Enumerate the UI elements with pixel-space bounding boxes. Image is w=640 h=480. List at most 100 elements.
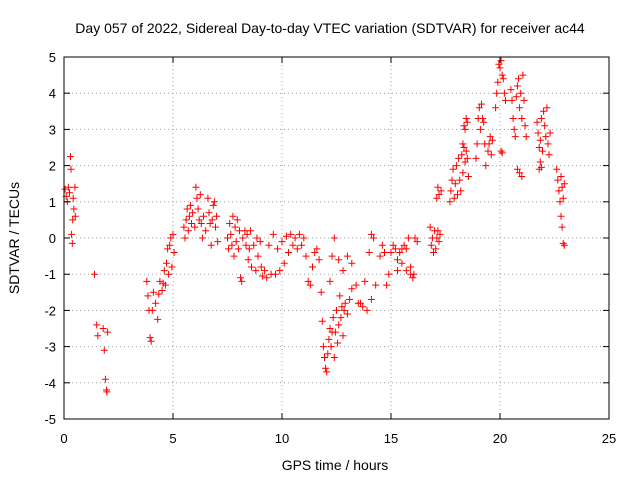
data-point — [233, 216, 241, 224]
data-point — [161, 281, 169, 289]
data-point — [557, 173, 565, 180]
data-point — [304, 277, 312, 285]
data-point — [367, 230, 375, 238]
data-point — [315, 256, 323, 264]
data-point — [398, 259, 406, 267]
data-point — [359, 303, 367, 311]
data-point — [335, 256, 343, 264]
data-point — [213, 212, 221, 220]
data-point — [180, 223, 188, 231]
data-point — [383, 281, 391, 289]
data-point — [402, 245, 410, 253]
data-point — [246, 227, 254, 235]
data-point — [456, 176, 464, 184]
data-point — [512, 93, 520, 101]
data-point — [99, 325, 107, 332]
data-point — [232, 238, 240, 246]
data-point — [330, 354, 338, 361]
data-point — [318, 317, 326, 325]
chart-title: Day 057 of 2022, Sidereal Day-to-day VTE… — [75, 20, 585, 36]
data-point — [498, 149, 506, 157]
data-point — [160, 267, 168, 275]
data-point — [149, 288, 157, 296]
data-point — [459, 140, 467, 148]
data-point — [509, 115, 517, 122]
data-point — [210, 198, 218, 206]
data-point — [520, 96, 528, 104]
y-tick-label: -5 — [44, 412, 56, 427]
data-point — [497, 57, 505, 65]
data-point — [209, 201, 217, 209]
data-point — [339, 332, 347, 340]
data-point — [337, 314, 345, 322]
data-point — [254, 252, 262, 260]
data-point — [144, 292, 152, 300]
y-tick-label: 0 — [49, 231, 56, 246]
data-point — [539, 147, 546, 155]
data-point — [243, 230, 251, 238]
data-point — [324, 350, 332, 358]
data-point — [154, 315, 162, 323]
data-point — [258, 272, 266, 280]
x-tick-label: 10 — [275, 431, 289, 446]
data-point — [204, 194, 212, 202]
data-point — [289, 241, 297, 249]
y-axis-label: SDTVAR / TECUs — [6, 182, 22, 294]
x-tick-label: 20 — [493, 431, 507, 446]
data-point — [185, 212, 193, 220]
y-tick-label: 4 — [49, 86, 56, 101]
data-point — [192, 183, 200, 191]
data-point — [186, 201, 194, 209]
data-point — [559, 239, 567, 247]
data-point — [276, 267, 284, 275]
data-point — [336, 292, 344, 300]
data-point — [475, 104, 483, 112]
data-point — [104, 328, 112, 336]
data-point — [508, 96, 516, 104]
data-point — [492, 104, 500, 112]
data-point — [459, 169, 467, 177]
data-point — [311, 249, 319, 256]
data-point — [278, 238, 286, 246]
data-point — [370, 234, 378, 242]
data-point — [363, 306, 371, 314]
data-point — [510, 125, 518, 133]
data-point — [331, 328, 339, 336]
data-point — [394, 256, 401, 264]
data-point — [156, 277, 164, 285]
axis-ticks: -5 -4 -3 -2 -1 0 1 2 3 4 5 0 5 10 15 20 25 — [44, 50, 616, 446]
data-point — [280, 259, 288, 267]
data-point — [367, 296, 375, 303]
data-point — [181, 234, 189, 242]
data-point — [409, 274, 417, 282]
data-point — [396, 249, 404, 256]
data-point — [463, 154, 471, 162]
data-point — [450, 194, 458, 202]
data-point — [327, 343, 335, 351]
data-point — [261, 267, 269, 275]
data-point — [182, 216, 190, 224]
y-tick-label: -1 — [44, 267, 56, 282]
data-point — [335, 321, 343, 329]
data-point — [165, 270, 173, 278]
data-point — [333, 306, 340, 314]
data-point — [183, 205, 191, 213]
data-point — [537, 115, 545, 122]
y-tick-label: 1 — [49, 195, 56, 210]
data-point — [323, 368, 331, 376]
data-point — [208, 216, 216, 224]
data-point — [202, 227, 210, 235]
data-point — [458, 151, 466, 159]
data-point — [166, 241, 174, 249]
data-point — [317, 288, 325, 296]
data-point — [269, 230, 277, 238]
data-point — [560, 180, 568, 188]
data-point — [558, 223, 566, 231]
data-series — [61, 57, 568, 396]
data-point — [354, 299, 362, 307]
data-point — [365, 249, 373, 256]
data-point — [293, 245, 301, 253]
data-point — [535, 144, 543, 151]
data-point — [500, 89, 508, 97]
data-point — [495, 60, 503, 68]
